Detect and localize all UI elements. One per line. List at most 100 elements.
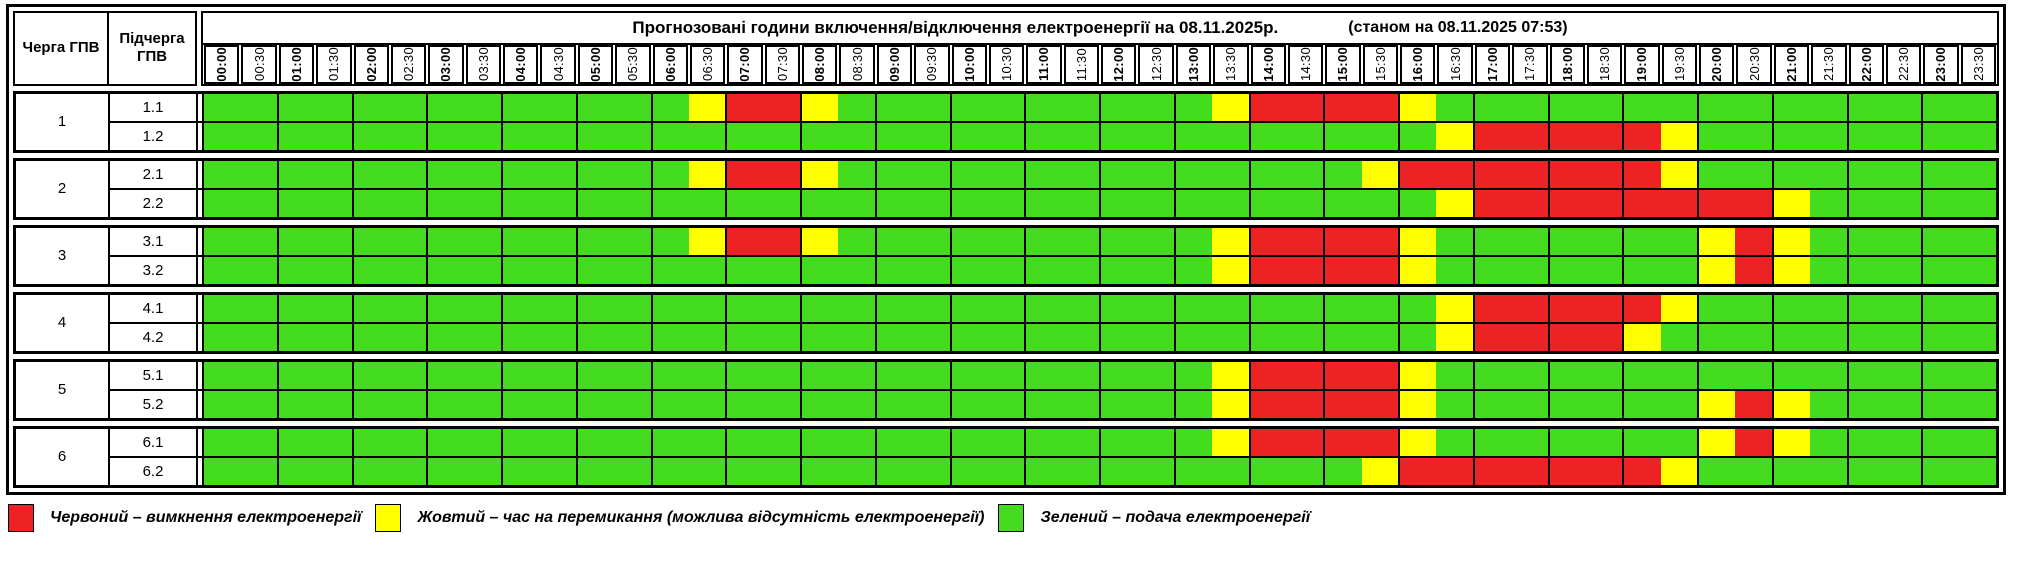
slot-4.1-11:30 bbox=[1062, 294, 1099, 322]
schedule-row-4.1: 4.1 bbox=[110, 294, 1996, 322]
slot-6.1-01:00 bbox=[276, 428, 316, 456]
slot-6.1-18:30 bbox=[1585, 428, 1623, 456]
time-label-text: 21:00 bbox=[1783, 47, 1799, 82]
time-label-22:00: 22:00 bbox=[1848, 45, 1884, 84]
time-label-00:00: 00:00 bbox=[204, 45, 240, 84]
slot-4.1-04:00 bbox=[501, 294, 540, 322]
slot-6.2-10:30 bbox=[987, 457, 1025, 485]
time-label-19:30: 19:30 bbox=[1661, 45, 1697, 84]
slot-3.2-03:00 bbox=[426, 256, 465, 284]
slot-6.2-02:00 bbox=[351, 457, 390, 485]
slot-2.1-22:30 bbox=[1884, 160, 1922, 188]
time-label-text: 01:00 bbox=[288, 47, 304, 82]
slot-5.1-08:00 bbox=[800, 361, 839, 389]
slot-1.1-23:00 bbox=[1921, 93, 1960, 121]
slot-2.1-01:00 bbox=[276, 160, 316, 188]
slot-3.2-09:30 bbox=[913, 256, 950, 284]
slot-5.1-10:00 bbox=[949, 361, 988, 389]
queue-rows: 3.1 3.2 bbox=[110, 227, 1996, 284]
slot-1.2-12:30 bbox=[1137, 122, 1174, 150]
slot-2.1-15:00 bbox=[1323, 160, 1362, 188]
time-label-text: 08:00 bbox=[812, 47, 828, 82]
slot-1.2-16:00 bbox=[1398, 122, 1437, 150]
slot-5.1-02:00 bbox=[351, 361, 390, 389]
slot-3.1-01:30 bbox=[315, 227, 352, 255]
slot-3.1-21:00 bbox=[1771, 227, 1811, 255]
slot-6.2-01:30 bbox=[315, 457, 352, 485]
time-label-16:30: 16:30 bbox=[1437, 45, 1473, 84]
time-label-02:30: 02:30 bbox=[390, 45, 427, 84]
slot-5.2-19:30 bbox=[1660, 390, 1697, 418]
slot-4.2-14:30 bbox=[1286, 323, 1324, 351]
slot-1.1-02:30 bbox=[389, 93, 427, 121]
time-label-text: 19:00 bbox=[1634, 47, 1650, 82]
slot-2.2-17:30 bbox=[1511, 189, 1548, 217]
slot-5.1-23:30 bbox=[1959, 361, 1996, 389]
slots-strip-3.2 bbox=[202, 256, 1996, 284]
slot-2.2-05:30 bbox=[614, 189, 651, 217]
slot-6.2-18:30 bbox=[1585, 457, 1623, 485]
slot-2.2-21:00 bbox=[1771, 189, 1811, 217]
slot-2.1-05:30 bbox=[614, 160, 651, 188]
slot-5.2-14:00 bbox=[1248, 390, 1287, 418]
slot-4.1-17:00 bbox=[1472, 294, 1512, 322]
time-labels-row: 00:00 00:30 01:00 01:30 02:00 02:30 03:00 03:30… bbox=[203, 45, 1997, 84]
schedule-row-1.2: 1.2 bbox=[110, 120, 1996, 150]
queue-rows: 6.1 6.2 bbox=[110, 428, 1996, 485]
time-label-text: 10:00 bbox=[961, 47, 977, 82]
slot-6.1-11:00 bbox=[1024, 428, 1063, 456]
slot-6.1-00:30 bbox=[240, 428, 277, 456]
slot-5.1-16:00 bbox=[1398, 361, 1437, 389]
time-label-text: 11:00 bbox=[1036, 47, 1052, 82]
title-row: Прогнозовані години включення/відключенн… bbox=[203, 13, 1997, 45]
slot-3.2-14:00 bbox=[1248, 256, 1287, 284]
time-label-03:00: 03:00 bbox=[428, 45, 464, 84]
slot-3.2-17:30 bbox=[1511, 256, 1548, 284]
slot-5.1-14:30 bbox=[1286, 361, 1324, 389]
schedule-row-3.1: 3.1 bbox=[110, 227, 1996, 255]
slot-4.2-21:00 bbox=[1771, 323, 1811, 351]
slot-6.2-21:00 bbox=[1771, 457, 1811, 485]
slot-1.2-15:00 bbox=[1323, 122, 1362, 150]
slot-4.2-17:30 bbox=[1511, 323, 1548, 351]
time-label-02:00: 02:00 bbox=[353, 45, 389, 84]
slot-1.1-21:30 bbox=[1810, 93, 1847, 121]
slot-1.1-07:30 bbox=[763, 93, 800, 121]
slot-4.1-12:30 bbox=[1137, 294, 1174, 322]
slot-1.2-09:30 bbox=[913, 122, 950, 150]
slot-6.2-19:30 bbox=[1660, 457, 1697, 485]
slot-2.1-14:30 bbox=[1286, 160, 1324, 188]
slot-6.2-00:30 bbox=[240, 457, 277, 485]
time-label-text: 14:30 bbox=[1298, 47, 1314, 82]
subqueue-label-1.2: 1.2 bbox=[110, 122, 198, 150]
slot-5.1-18:00 bbox=[1547, 361, 1586, 389]
slot-2.2-04:30 bbox=[539, 189, 576, 217]
slot-6.2-17:00 bbox=[1472, 457, 1512, 485]
slot-2.1-15:30 bbox=[1361, 160, 1398, 188]
slot-1.2-07:00 bbox=[725, 122, 764, 150]
time-label-text: 13:00 bbox=[1185, 47, 1201, 82]
slots-strip-1.1 bbox=[202, 93, 1996, 121]
slot-2.1-12:00 bbox=[1099, 160, 1138, 188]
slot-6.1-09:00 bbox=[874, 428, 914, 456]
slot-4.1-09:00 bbox=[874, 294, 914, 322]
slot-2.1-04:30 bbox=[539, 160, 576, 188]
slot-3.1-20:00 bbox=[1697, 227, 1736, 255]
slot-6.2-06:00 bbox=[650, 457, 689, 485]
slot-3.2-20:00 bbox=[1697, 256, 1736, 284]
slot-2.2-01:30 bbox=[315, 189, 352, 217]
slot-1.2-06:00 bbox=[650, 122, 689, 150]
time-label-12:30: 12:30 bbox=[1138, 45, 1174, 84]
slot-2.1-01:30 bbox=[315, 160, 352, 188]
slot-6.1-10:30 bbox=[987, 428, 1025, 456]
slot-3.1-00:30 bbox=[240, 227, 277, 255]
slot-4.2-20:30 bbox=[1735, 323, 1772, 351]
slot-4.2-21:30 bbox=[1810, 323, 1847, 351]
subqueue-label-3.2: 3.2 bbox=[110, 256, 198, 284]
slot-2.1-13:00 bbox=[1173, 160, 1213, 188]
slot-6.1-21:00 bbox=[1771, 428, 1811, 456]
slot-3.2-11:30 bbox=[1062, 256, 1099, 284]
slot-5.2-15:30 bbox=[1361, 390, 1398, 418]
slot-6.1-08:30 bbox=[838, 428, 875, 456]
slot-4.2-09:30 bbox=[913, 323, 950, 351]
